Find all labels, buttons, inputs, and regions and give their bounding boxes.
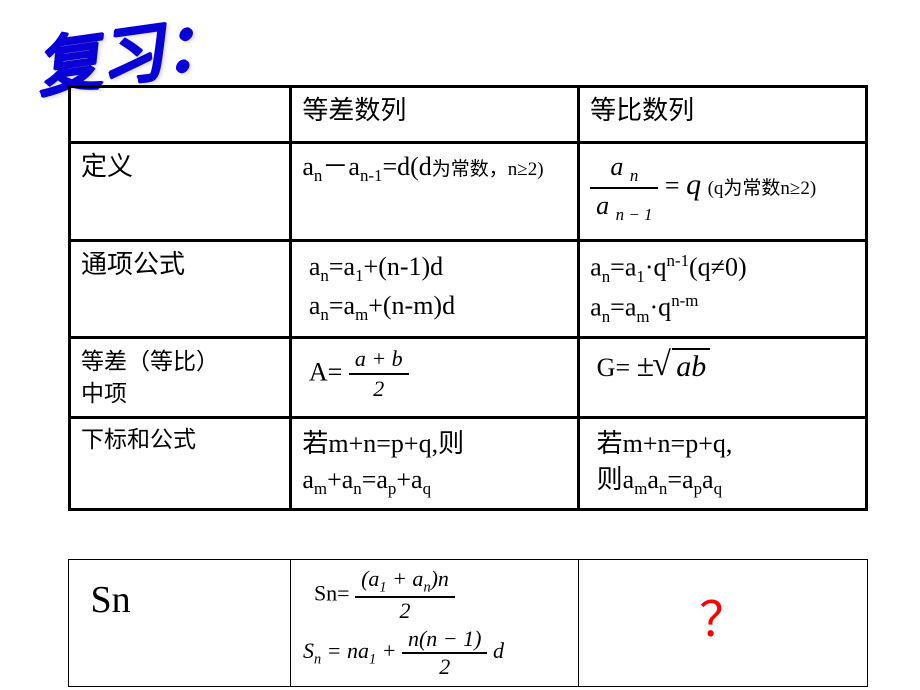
sn-geom: ？ [579, 560, 868, 687]
sn-table: Sn Sn= (a1 + an)n 2 Sn = na1 + n(n − 1) … [68, 559, 868, 687]
cell-gen-arith: an=a1+(n-1)d an=am+(n-m)d [291, 241, 579, 338]
cell-def-arith: an－an-1=d(d为常数，n≥2) [291, 143, 579, 241]
cell-mid-geom: G= ±ab [579, 337, 867, 418]
cell-idx-arith: 若m+n=p+q,则 am+an=ap+aq [291, 418, 579, 510]
label-general: 通项公式 [70, 241, 291, 338]
sn-label: Sn [69, 560, 291, 687]
cell-gen-geom: an=a1·qn-1(q≠0) an=am·qn-m [579, 241, 867, 338]
cell-def-geom: a n a n − 1 = q (q为常数n≥2) [579, 143, 867, 241]
question-mark: ？ [591, 580, 855, 650]
cell-mid-arith: A= a + b 2 [291, 337, 579, 418]
label-definition: 定义 [70, 143, 291, 241]
label-middle: 等差（等比） 中项 [70, 337, 291, 418]
header-empty [70, 87, 291, 143]
comparison-table: 等差数列 等比数列 定义 an－an-1=d(d为常数，n≥2) a n a n… [68, 85, 868, 511]
header-arith: 等差数列 [291, 87, 579, 143]
sn-arith: Sn= (a1 + an)n 2 Sn = na1 + n(n − 1) 2 d [290, 560, 579, 687]
cell-idx-geom: 若m+n=p+q, 则aman=apaq [579, 418, 867, 510]
label-index: 下标和公式 [70, 418, 291, 510]
header-geom: 等比数列 [579, 87, 867, 143]
